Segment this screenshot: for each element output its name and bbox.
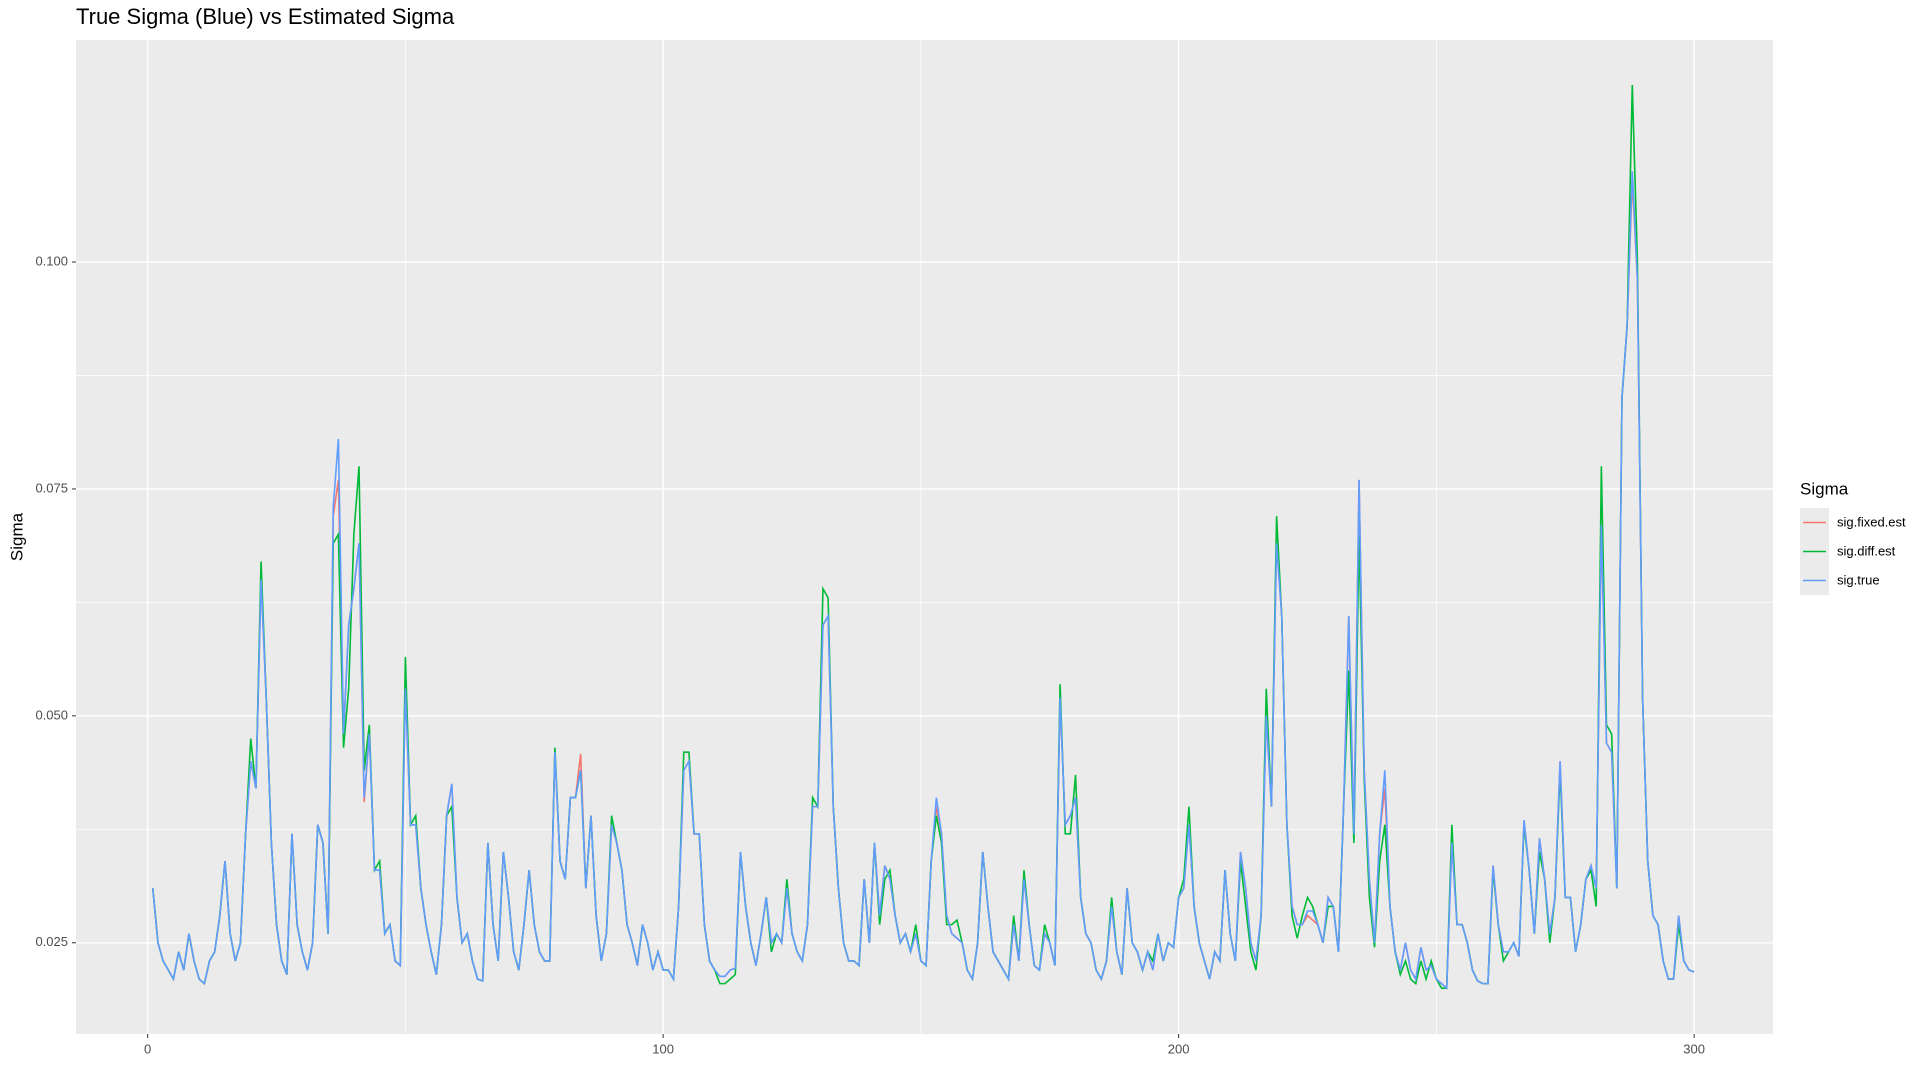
x-tick-label: 300 bbox=[1683, 1041, 1705, 1056]
plot-panel bbox=[76, 40, 1773, 1034]
x-tick-label: 200 bbox=[1168, 1041, 1190, 1056]
y-tick-label: 0.025 bbox=[35, 934, 68, 949]
x-tick-label: 0 bbox=[144, 1041, 151, 1056]
x-tick-label: 100 bbox=[652, 1041, 674, 1056]
chart-title: True Sigma (Blue) vs Estimated Sigma bbox=[76, 4, 455, 29]
data-line bbox=[152, 171, 1695, 990]
y-axis-title: Sigma bbox=[7, 512, 26, 561]
legend-label: sig.fixed.est bbox=[1837, 514, 1906, 529]
legend-label: sig.diff.est bbox=[1837, 543, 1896, 558]
y-tick-label: 0.100 bbox=[35, 253, 68, 268]
legend-title: Sigma bbox=[1800, 479, 1849, 498]
legend-label: sig.true bbox=[1837, 572, 1880, 587]
y-tick-label: 0.050 bbox=[35, 707, 68, 722]
y-tick-label: 0.075 bbox=[35, 480, 68, 495]
